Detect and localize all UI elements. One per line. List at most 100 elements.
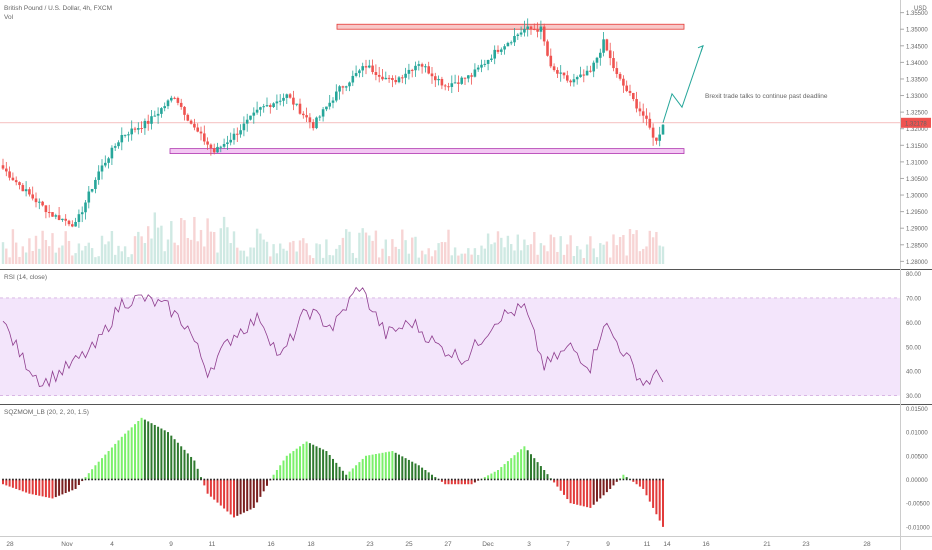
candle-body — [539, 26, 543, 32]
candle-body — [117, 142, 120, 147]
volume-bar — [87, 242, 90, 264]
volume-bar — [77, 243, 81, 264]
volume-bar — [374, 230, 378, 264]
momentum-bar — [473, 479, 476, 483]
squeeze-dot — [550, 478, 552, 481]
candle-body — [450, 83, 454, 87]
time-axis-label: 14 — [663, 541, 671, 548]
support-zone[interactable] — [169, 148, 685, 154]
momentum-bar — [470, 479, 473, 485]
squeeze-dot — [28, 478, 31, 481]
squeeze-dot — [431, 478, 433, 481]
volume-bar — [321, 257, 325, 264]
candle-body — [24, 189, 28, 192]
resistance-zone[interactable] — [336, 23, 685, 30]
momentum-bar — [559, 479, 562, 491]
momentum-bar — [140, 417, 143, 480]
volume-bar — [114, 254, 117, 264]
momentum-bar — [223, 479, 226, 509]
squeeze-dot — [592, 478, 595, 481]
volume-bar — [173, 242, 176, 264]
squeeze-dot — [71, 478, 74, 481]
squeeze-dot — [180, 478, 182, 481]
volume-bar — [193, 216, 196, 264]
momentum-bar — [41, 479, 44, 497]
momentum-bar — [305, 441, 308, 480]
squeeze-dot — [170, 478, 173, 481]
volume-bar — [163, 251, 166, 264]
volume-bar — [351, 252, 354, 264]
candle-body — [463, 77, 467, 79]
momentum-bar — [460, 479, 463, 485]
candle-body — [183, 106, 186, 115]
symbol-title: British Pound / U.S. Dollar, 4h, FXCM — [4, 5, 112, 12]
candle-body — [572, 79, 576, 83]
candle-body — [635, 99, 638, 109]
time-axis-label: 9 — [169, 541, 173, 548]
candle-body — [500, 49, 503, 52]
squeeze-dot — [111, 478, 113, 481]
squeeze-dot — [487, 478, 489, 481]
candle-body — [470, 75, 473, 77]
candle-body — [298, 103, 302, 114]
time-axis-label: 11 — [209, 541, 216, 548]
candle-body — [265, 105, 269, 107]
candle-body — [226, 142, 229, 145]
squeeze-dot — [117, 478, 120, 481]
squeeze-dot — [154, 478, 156, 481]
squeeze-dot — [441, 478, 443, 481]
momentum-bar — [536, 462, 539, 480]
momentum-bar — [54, 479, 57, 498]
squeeze-dot — [78, 478, 80, 481]
momentum-bar — [200, 477, 202, 480]
squeeze-dot — [124, 478, 126, 481]
rsi-tick-label: 40.00 — [906, 370, 922, 376]
momentum-bar — [219, 479, 222, 506]
momentum-bar — [87, 473, 90, 480]
candle-body — [216, 146, 219, 153]
momentum-bar — [506, 461, 509, 480]
candle-body — [90, 189, 94, 192]
time-axis-label: 28 — [863, 541, 871, 548]
candle-body — [638, 108, 642, 112]
candle-body — [222, 144, 226, 147]
momentum-bar — [216, 479, 219, 503]
volume-bar — [279, 243, 282, 264]
volume-bar — [391, 239, 394, 264]
candle-body — [595, 57, 599, 63]
volume-bar — [262, 239, 265, 264]
candle-body — [506, 42, 510, 47]
squeeze-dot — [157, 478, 159, 481]
volume-bar — [18, 256, 21, 264]
volume-bar — [602, 244, 605, 264]
candle-body — [18, 182, 21, 186]
volume-bar — [503, 247, 506, 264]
volume-bar — [589, 236, 592, 264]
price-tick-label: 1.34500 — [906, 44, 928, 50]
squeeze-dot — [454, 478, 456, 481]
volume-bar — [559, 236, 562, 264]
momentum-bar — [68, 479, 70, 492]
volume-bar — [206, 218, 209, 264]
candle-body — [341, 86, 345, 88]
momentum-bar — [266, 479, 268, 486]
momentum-bar — [193, 460, 196, 480]
squeeze-dot — [662, 478, 664, 481]
candle-body — [179, 102, 183, 107]
momentum-bar — [229, 479, 232, 515]
candle-body — [77, 214, 81, 222]
volume-bar — [120, 251, 123, 264]
candle-body — [308, 117, 312, 123]
candle-body — [632, 93, 635, 100]
momentum-bar — [411, 461, 414, 480]
candle-body — [203, 133, 206, 142]
momentum-bar — [315, 446, 318, 480]
momentum-bar — [434, 477, 437, 480]
candle-body — [562, 72, 566, 76]
volume-bar — [470, 254, 473, 264]
volume-bar — [104, 244, 107, 264]
price-tick-label: 1.30500 — [906, 177, 928, 183]
momentum-bar — [483, 477, 486, 480]
momentum-bar — [190, 456, 193, 480]
